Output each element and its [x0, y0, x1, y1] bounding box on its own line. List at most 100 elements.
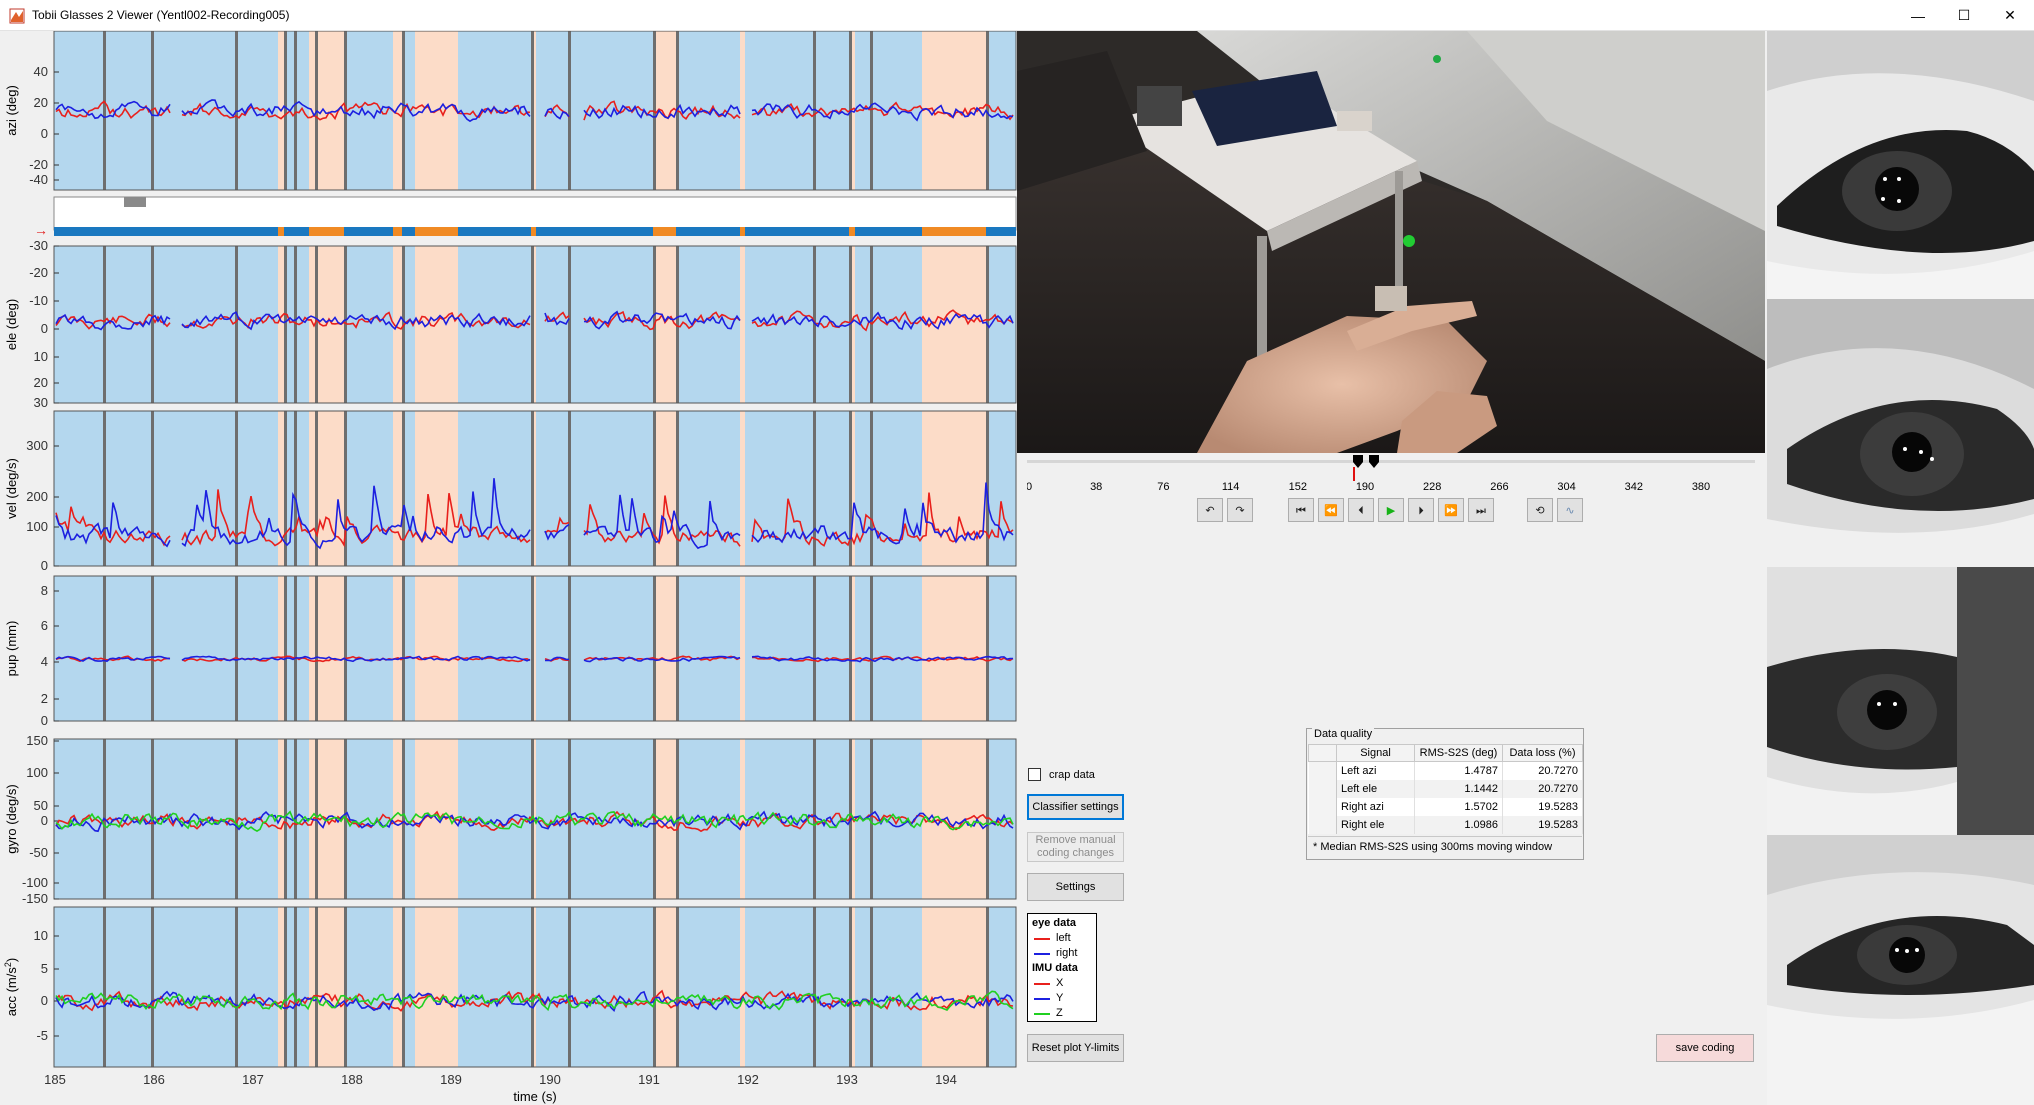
event-segment[interactable]	[670, 576, 676, 721]
event-segment[interactable]	[745, 739, 805, 899]
event-boundary[interactable]	[813, 907, 816, 1067]
event-segment[interactable]	[411, 411, 415, 566]
event-segment[interactable]	[578, 907, 584, 1067]
event-segment[interactable]	[458, 907, 531, 1067]
event-segment[interactable]	[670, 246, 676, 403]
event-segment[interactable]	[922, 576, 986, 721]
event-boundary[interactable]	[235, 907, 238, 1067]
event-boundary[interactable]	[315, 907, 318, 1067]
classification-segment[interactable]	[103, 227, 108, 236]
event-segment[interactable]	[108, 411, 151, 566]
event-boundary[interactable]	[294, 246, 297, 403]
event-segment[interactable]	[695, 411, 740, 566]
rewind-button[interactable]: ⏪	[1318, 498, 1344, 522]
event-boundary[interactable]	[676, 907, 679, 1067]
event-segment[interactable]	[813, 411, 820, 566]
event-segment[interactable]	[820, 739, 825, 899]
classification-segment[interactable]	[415, 227, 452, 236]
classification-segment[interactable]	[870, 227, 875, 236]
event-segment[interactable]	[670, 411, 676, 566]
event-segment[interactable]	[108, 576, 151, 721]
event-boundary[interactable]	[568, 246, 571, 403]
event-boundary[interactable]	[676, 246, 679, 403]
event-segment[interactable]	[309, 411, 315, 566]
classification-segment[interactable]	[991, 227, 1016, 236]
col-signal[interactable]: Signal	[1336, 744, 1415, 762]
event-boundary[interactable]	[813, 31, 816, 190]
event-segment[interactable]	[393, 576, 402, 721]
event-boundary[interactable]	[103, 411, 106, 566]
save-coding-button[interactable]: save coding	[1656, 1034, 1754, 1062]
event-segment[interactable]	[813, 907, 820, 1067]
event-segment[interactable]	[155, 907, 172, 1067]
event-segment[interactable]	[820, 907, 825, 1067]
event-segment[interactable]	[922, 739, 986, 899]
event-boundary[interactable]	[151, 576, 154, 721]
event-segment[interactable]	[653, 411, 660, 566]
event-segment[interactable]	[452, 907, 458, 1067]
event-segment[interactable]	[991, 31, 1016, 190]
event-segment[interactable]	[571, 31, 578, 190]
event-boundary[interactable]	[151, 246, 154, 403]
loop-back-button[interactable]: ↶	[1197, 498, 1223, 522]
event-segment[interactable]	[299, 411, 304, 566]
event-segment[interactable]	[299, 576, 304, 721]
event-boundary[interactable]	[151, 907, 154, 1067]
crap-data-row[interactable]: crap data	[1028, 768, 1095, 781]
event-segment[interactable]	[653, 739, 660, 899]
classification-segment[interactable]	[388, 227, 393, 236]
event-boundary[interactable]	[986, 576, 989, 721]
event-segment[interactable]	[590, 739, 595, 899]
event-boundary[interactable]	[294, 31, 297, 190]
event-segment[interactable]	[917, 739, 922, 899]
skip-to-end-button[interactable]: ⏭	[1468, 498, 1494, 522]
event-boundary[interactable]	[849, 246, 852, 403]
event-segment[interactable]	[991, 411, 1016, 566]
classification-segment[interactable]	[568, 227, 571, 236]
col-loss[interactable]: Data loss (%)	[1502, 744, 1583, 762]
event-segment[interactable]	[415, 576, 452, 721]
classification-segment[interactable]	[917, 227, 922, 236]
scene-video[interactable]	[1017, 31, 1765, 453]
col-rms[interactable]: RMS-S2S (deg)	[1414, 744, 1503, 762]
event-segment[interactable]	[299, 246, 304, 403]
event-segment[interactable]	[108, 907, 151, 1067]
event-segment[interactable]	[304, 907, 309, 1067]
event-segment[interactable]	[393, 31, 402, 190]
event-segment[interactable]	[172, 907, 235, 1067]
event-boundary[interactable]	[402, 411, 405, 566]
classification-segment[interactable]	[393, 227, 402, 236]
event-segment[interactable]	[745, 576, 805, 721]
event-boundary[interactable]	[315, 739, 318, 899]
event-segment[interactable]	[408, 739, 411, 899]
event-segment[interactable]	[660, 907, 670, 1067]
event-segment[interactable]	[408, 907, 411, 1067]
event-segment[interactable]	[825, 246, 849, 403]
event-segment[interactable]	[590, 411, 595, 566]
event-boundary[interactable]	[235, 576, 238, 721]
plot-panel-gyro[interactable]: 150 100 500 -50 -100-150 gyro (deg/s)	[4, 733, 1017, 906]
event-boundary[interactable]	[284, 246, 287, 403]
classification-segment[interactable]	[172, 227, 235, 236]
event-segment[interactable]	[695, 576, 740, 721]
event-boundary[interactable]	[653, 411, 656, 566]
event-segment[interactable]	[155, 246, 172, 403]
event-segment[interactable]	[415, 907, 452, 1067]
event-segment[interactable]	[660, 739, 670, 899]
event-segment[interactable]	[452, 246, 458, 403]
event-segment[interactable]	[653, 907, 660, 1067]
event-boundary[interactable]	[986, 739, 989, 899]
event-segment[interactable]	[320, 411, 344, 566]
event-segment[interactable]	[660, 576, 670, 721]
event-boundary[interactable]	[284, 411, 287, 566]
event-boundary[interactable]	[284, 907, 287, 1067]
plot-panel-acc[interactable]: 10 5 0 -5 acc (m/s2)	[3, 906, 1017, 1068]
event-boundary[interactable]	[568, 31, 571, 190]
event-segment[interactable]	[740, 411, 745, 566]
event-boundary[interactable]	[986, 907, 989, 1067]
table-row[interactable]: Right ele 1.0986 19.5283	[1308, 815, 1583, 834]
data-quality-table[interactable]: Signal RMS-S2S (deg) Data loss (%) Left …	[1308, 744, 1583, 834]
event-segment[interactable]	[740, 576, 745, 721]
event-segment[interactable]	[299, 31, 304, 190]
event-boundary[interactable]	[568, 411, 571, 566]
